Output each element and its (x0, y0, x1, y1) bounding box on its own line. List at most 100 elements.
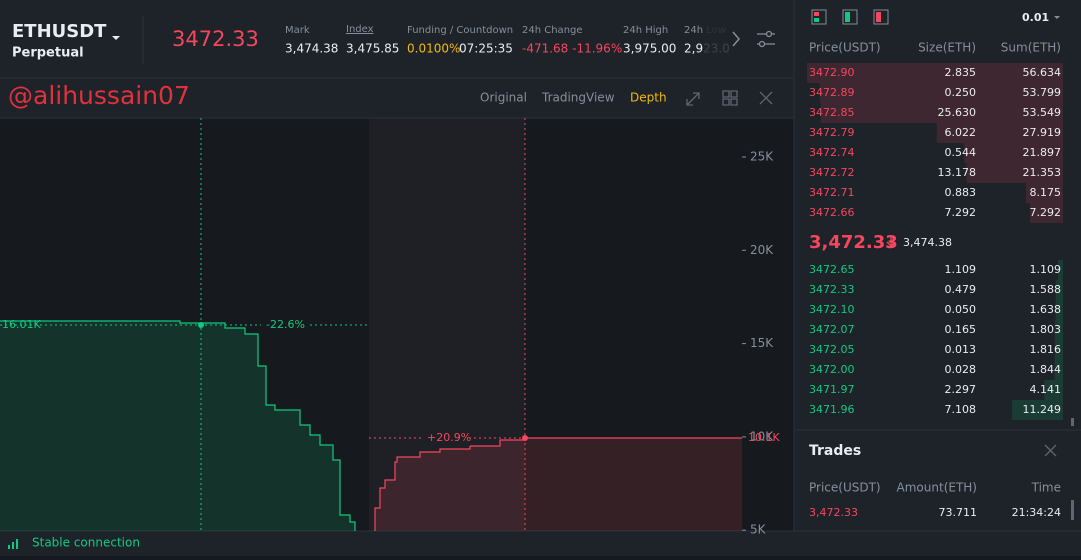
size: 0.544 (945, 146, 977, 159)
sum: 53.799 (1023, 86, 1062, 99)
price: 3472.71 (809, 186, 855, 199)
sum: 11.249 (1023, 403, 1062, 416)
column-header: Size(ETH) (918, 41, 976, 55)
depth-bar (1057, 260, 1063, 280)
column-header: Price(USDT) (809, 481, 881, 495)
column-header: Amount(ETH) (897, 481, 977, 495)
size: 0.883 (945, 186, 977, 199)
tab[interactable]: TradingView (541, 91, 615, 105)
sum: 1.803 (1030, 323, 1062, 336)
price: 3472.74 (809, 146, 855, 159)
depth-axis: 25K 20K 15K 10K 5K (742, 150, 774, 537)
settings-icon[interactable] (757, 30, 775, 48)
price: 3472.89 (809, 86, 855, 99)
orderbook-bg (794, 0, 1081, 556)
depth-bar (1055, 280, 1063, 300)
precision[interactable]: 0.01 (1022, 11, 1049, 24)
column-header: Time (1031, 481, 1061, 495)
stat-label: Funding / Countdown (407, 25, 513, 36)
scroll-arrow[interactable] (732, 31, 740, 47)
status-bar (0, 531, 1081, 556)
header-bg (0, 0, 794, 78)
size: 2.297 (945, 383, 977, 396)
stat-value: 07:25:35 (459, 42, 513, 56)
watermark: @alihussain07 (8, 81, 190, 110)
bid-area (0, 321, 355, 531)
price: 3472.07 (809, 323, 855, 336)
size: 6.022 (945, 126, 977, 139)
stat-label: 24h Change (522, 25, 583, 36)
grid-icon[interactable] (722, 90, 738, 106)
sum: 1.588 (1030, 283, 1062, 296)
connection-status: Stable connection (32, 536, 140, 550)
size: 7.292 (945, 206, 977, 219)
size: 2.835 (945, 66, 977, 79)
size: 0.250 (945, 86, 977, 99)
bid-line (0, 320, 356, 531)
stat-value: 3,475.85 (346, 42, 399, 56)
trade-amount: 73.711 (939, 506, 978, 519)
sum: 7.292 (1030, 206, 1062, 219)
contract: Perpetual (12, 46, 84, 61)
trade-price: 3,472.33 (809, 506, 858, 519)
label-bg (261, 317, 307, 333)
sum: 1.816 (1030, 343, 1062, 356)
dropdown-arrow[interactable] (1054, 16, 1060, 19)
stat-value: 3,474.38 (285, 42, 338, 56)
price: 3472.33 (809, 283, 855, 296)
sum: 21.353 (1023, 166, 1062, 179)
axis-label: 25K (750, 150, 774, 164)
tab[interactable]: Original (480, 91, 527, 105)
ask-level: 10.1K (748, 431, 780, 444)
depth-bar (819, 83, 1063, 103)
axis-label: 10K (750, 429, 774, 443)
trade-time: 21:34:24 (1012, 506, 1061, 519)
expand-icon[interactable] (686, 92, 700, 106)
sum: 1.844 (1030, 363, 1062, 376)
down-arrow (886, 236, 896, 247)
dropdown-arrow[interactable] (112, 36, 120, 40)
depth-bar (1030, 203, 1063, 223)
layout-icons[interactable] (811, 9, 889, 25)
depth-bar (1054, 360, 1063, 380)
price: 3472.05 (809, 343, 855, 356)
ask-area (375, 438, 742, 531)
column-header: Price(USDT) (809, 41, 881, 55)
scrollbar[interactable] (1071, 418, 1074, 426)
depth-bar (1026, 183, 1063, 203)
depth-bar (1054, 340, 1063, 360)
symbol[interactable]: ETHUSDT (12, 21, 107, 42)
sum: 53.549 (1023, 106, 1062, 119)
depth-bar (820, 103, 1063, 123)
label-bg (422, 430, 470, 446)
stat-label[interactable]: Index (346, 24, 374, 35)
mid-price: 3,472.33 (809, 232, 898, 253)
size: 1.109 (945, 263, 977, 276)
sum: 56.634 (1023, 66, 1062, 79)
sum: 1.638 (1030, 303, 1062, 316)
price: 3472.90 (809, 66, 855, 79)
axis-label: 15K (750, 336, 774, 350)
size: 0.028 (945, 363, 977, 376)
depth-bar (1044, 380, 1063, 400)
price: 3472.79 (809, 126, 855, 139)
depth-bar (1054, 320, 1063, 340)
tab-active[interactable]: Depth (630, 91, 667, 105)
close-icon[interactable] (759, 91, 773, 105)
depth-bar (807, 63, 1063, 83)
bid-percent: -22.6% (266, 318, 305, 331)
scrollbar[interactable] (1071, 500, 1074, 520)
stats: Mark 3,474.38 Index 3,475.85 Funding / C… (285, 24, 730, 56)
last-price: 3472.33 (172, 27, 259, 51)
size: 0.013 (945, 343, 977, 356)
bid-level: 16.01K (2, 318, 41, 331)
price: 3472.66 (809, 206, 855, 219)
depth-bar (964, 143, 1063, 163)
price: 3472.00 (809, 363, 855, 376)
depth-bar (966, 163, 1063, 183)
close-icon[interactable] (1044, 444, 1057, 457)
stat-value: -471.68 -11.96% (522, 42, 622, 56)
signal-icon (8, 539, 18, 549)
sum: 1.109 (1030, 263, 1062, 276)
